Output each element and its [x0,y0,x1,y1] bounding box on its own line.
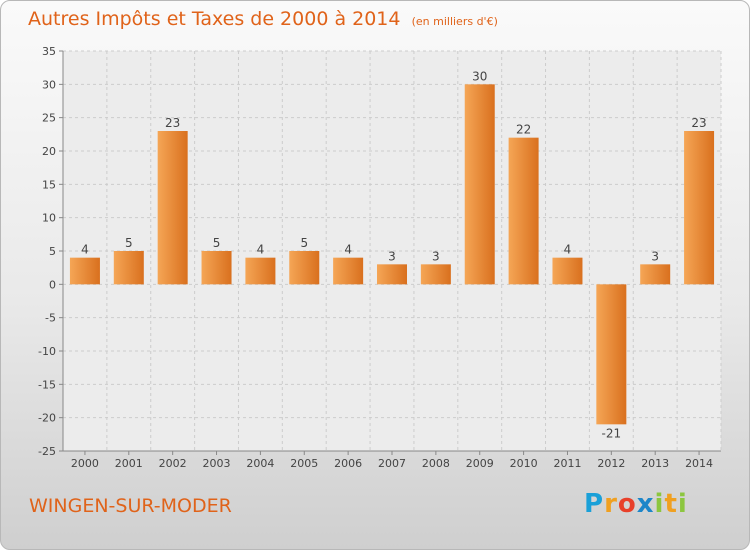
data-label: 22 [516,123,531,137]
y-tick-label: 20 [42,145,56,158]
y-tick-label: -20 [38,412,56,425]
bar [333,257,364,285]
data-label: 23 [165,116,180,130]
bar [377,264,407,285]
y-tick-label: -10 [38,345,56,358]
x-tick-label: 2008 [422,457,450,470]
data-label: 30 [472,69,487,83]
bar [596,284,627,425]
bar [157,131,188,285]
y-tick-label: -25 [38,445,56,458]
data-label: 4 [564,243,572,257]
x-tick-label: 2014 [685,457,713,470]
bar [69,257,100,285]
unit-text: (en milliers d'€) [411,15,498,28]
data-label: 3 [651,249,659,263]
chart-title: Autres Impôts et Taxes de 2000 à 2014 (e… [28,8,498,30]
x-tick-label: 2003 [203,457,231,470]
x-tick-label: 2005 [290,457,318,470]
x-tick-label: 2012 [597,457,625,470]
x-tick-label: 2004 [246,457,274,470]
y-tick-label: 25 [42,112,56,125]
x-tick-label: 2013 [641,457,669,470]
data-label: 3 [388,249,396,263]
x-tick-label: 2002 [159,457,187,470]
y-tick-label: 0 [49,278,56,291]
proxiti-logo: Proxiti [584,489,688,519]
bar [245,257,276,285]
data-label: 4 [257,243,265,257]
y-tick-label: -5 [45,312,56,325]
y-tick-label: -15 [38,378,56,391]
y-tick-label: 5 [49,245,56,258]
x-tick-label: 2009 [466,457,494,470]
x-tick-label: 2006 [334,457,362,470]
x-tick-label: 2007 [378,457,406,470]
bar [640,264,671,285]
bar [420,264,451,285]
x-tick-label: 2011 [553,457,581,470]
y-tick-label: 35 [42,45,56,58]
data-label: 4 [81,243,89,257]
data-label: 5 [213,236,221,250]
data-label: 4 [344,243,352,257]
x-tick-label: 2001 [115,457,143,470]
data-label: -21 [602,426,622,440]
bar [552,257,583,285]
bar [289,251,320,285]
x-tick-label: 2000 [71,457,99,470]
title-text: Autres Impôts et Taxes de 2000 à 2014 [28,8,401,30]
y-tick-label: 10 [42,212,56,225]
bar [464,84,495,285]
data-label: 5 [300,236,308,250]
data-label: 5 [125,236,133,250]
commune-name: WINGEN-SUR-MODER [29,495,232,517]
data-label: 3 [432,249,440,263]
data-label: 23 [691,116,706,130]
y-tick-label: 15 [42,178,56,191]
bar [201,251,232,285]
bar [508,137,539,285]
bar [113,251,144,285]
x-tick-label: 2010 [510,457,538,470]
y-tick-label: 30 [42,78,56,91]
bar [684,131,715,285]
